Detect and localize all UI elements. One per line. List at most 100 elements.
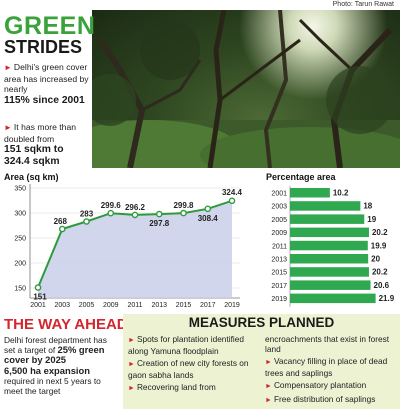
- bullet-arrow-icon: ►: [128, 361, 135, 368]
- data-label: 324.4: [222, 188, 243, 197]
- bar: [290, 267, 369, 277]
- data-point: [204, 205, 212, 213]
- measure-text: Spots for plantation identified along Ya…: [128, 334, 244, 356]
- bullet-arrow-icon: ►: [265, 359, 272, 366]
- x-tick-label: 2013: [151, 302, 167, 309]
- measure-text: Creation of new city forests on gaon sab…: [128, 358, 249, 380]
- percentage-chart-title: Percentage area: [266, 172, 337, 182]
- bar-category-label: 2017: [271, 283, 287, 290]
- measure-item: ► Recovering land from: [128, 382, 258, 394]
- data-label: 297.8: [149, 219, 170, 228]
- bullet-arrow-icon: ►: [4, 63, 12, 72]
- bullet-arrow-icon: ►: [265, 383, 272, 390]
- hero-bullet-2: ► It has more than doubled from 151 sqkm …: [4, 122, 90, 168]
- measure-item: ► Free distribution of saplings: [265, 394, 397, 406]
- area-chart-title: Area (sq km): [4, 172, 59, 182]
- data-point: [83, 218, 90, 225]
- data-point: [58, 225, 66, 233]
- bar: [290, 201, 361, 211]
- bullet-arrow-icon: ►: [265, 397, 272, 404]
- bar: [290, 240, 368, 251]
- way-ahead-highlight-1: 25% green cover by 2025: [4, 344, 105, 366]
- y-tick-label: 300: [14, 211, 26, 218]
- hero-bullet-1: ► Delhi's green cover area has increased …: [4, 62, 90, 107]
- photo-credit: Photo: Tarun Rawat: [332, 1, 394, 8]
- percentage-chart-svg: Percentage area 2001 10.2 2003 18 2005 19 2009 2…: [266, 172, 395, 307]
- x-tick-label: 2001: [30, 302, 46, 309]
- bullet-arrow-icon: ►: [128, 385, 135, 392]
- data-point: [34, 284, 42, 291]
- bar: [290, 214, 365, 224]
- x-tick-label: 2011: [127, 302, 142, 309]
- bullet-text: Delhi's green cover area has increased b…: [4, 62, 89, 94]
- area-chart: Area (sq km) 150 200 250 300 350 151 2001 268 200…: [0, 170, 260, 310]
- y-tick-label: 200: [14, 261, 26, 268]
- data-label: 151: [33, 293, 47, 302]
- bar-category-label: 2009: [271, 230, 287, 237]
- measure-text: Vacancy filling in place of dead trees a…: [265, 356, 388, 378]
- bullet-highlight: 115% since 2001: [4, 94, 85, 106]
- title-strides: STRIDES: [4, 37, 83, 57]
- bar-category-label: 2019: [271, 296, 287, 303]
- bar-value-label: 21.9: [379, 294, 395, 303]
- x-tick-label: 2015: [176, 302, 192, 309]
- bar-value-label: 10.2: [333, 189, 349, 198]
- bar-value-label: 18: [363, 202, 372, 211]
- bar-category-label: 2001: [271, 191, 287, 198]
- area-fill: [38, 200, 232, 298]
- x-tick-label: 2017: [200, 302, 216, 309]
- y-tick-label: 350: [14, 186, 26, 193]
- bullet-highlight: 151 sqkm to 324.4 sqkm: [4, 144, 64, 167]
- data-label: 299.6: [101, 201, 122, 210]
- data-label: 296.2: [125, 203, 146, 212]
- y-tick-label: 150: [14, 286, 26, 293]
- bar: [290, 280, 371, 290]
- bullet-arrow-icon: ►: [4, 123, 12, 132]
- bar-value-label: 20: [371, 255, 380, 264]
- bar-value-label: 19.9: [371, 241, 387, 250]
- x-tick-label: 2005: [79, 302, 95, 309]
- bar-category-label: 2015: [271, 270, 287, 277]
- bullet-arrow-icon: ►: [128, 337, 135, 344]
- forest-photo: [90, 10, 400, 168]
- y-tick-label: 250: [14, 236, 26, 243]
- bar-value-label: 20.2: [372, 268, 388, 277]
- data-label: 268: [54, 217, 68, 226]
- bar: [290, 227, 369, 238]
- bar-value-label: 20.6: [374, 281, 390, 290]
- forest-illustration: [90, 10, 400, 168]
- measure-continuation: encroachments that exist in forest land: [265, 334, 390, 354]
- measure-item: ► Creation of new city forests on gaon sa…: [128, 358, 258, 380]
- bar-value-label: 19: [367, 215, 376, 224]
- bar: [290, 188, 330, 198]
- bar-value-label: 20.2: [372, 228, 388, 237]
- measures-section: MEASURES PLANNED ► Spots for plantation i…: [123, 314, 400, 409]
- way-ahead-text: Delhi forest department has set a target…: [4, 335, 120, 396]
- measures-left-column: ► Spots for plantation identified along Y…: [128, 334, 258, 396]
- measure-item: ► Vacancy filling in place of dead trees …: [265, 356, 397, 378]
- measure-text: Recovering land from: [136, 382, 216, 392]
- hero-section: GREEN STRIDES ► Delhi's green cover area …: [0, 10, 400, 168]
- way-ahead-section: THE WAY AHEAD Delhi forest department ha…: [0, 314, 128, 409]
- bar: [290, 293, 376, 304]
- measure-text: Compensatory plantation: [273, 380, 367, 390]
- way-ahead-highlight-2: 6,500 ha expansion: [4, 364, 90, 376]
- bar-category-label: 2005: [271, 217, 287, 224]
- way-ahead-text-2: required in next 5 years to meet the tar…: [4, 375, 101, 397]
- way-ahead-text-1: Delhi forest department has set a target…: [4, 335, 107, 356]
- bar-category-label: 2003: [271, 204, 287, 211]
- x-tick-label: 2009: [103, 302, 119, 309]
- bullet-text: It has more than doubled from: [4, 122, 77, 144]
- measure-item: ► Compensatory plantation: [265, 380, 397, 392]
- data-point: [155, 210, 163, 218]
- data-point: [180, 209, 187, 217]
- bar-category-label: 2013: [271, 257, 287, 264]
- measure-item: ► Spots for plantation identified along Y…: [128, 334, 258, 356]
- x-tick-label: 2019: [224, 302, 240, 309]
- data-label: 308.4: [198, 214, 219, 223]
- data-point: [131, 211, 139, 219]
- data-point: [228, 197, 236, 205]
- hero-text-panel: GREEN STRIDES ► Delhi's green cover area …: [0, 10, 96, 168]
- title-green: GREEN: [4, 12, 96, 40]
